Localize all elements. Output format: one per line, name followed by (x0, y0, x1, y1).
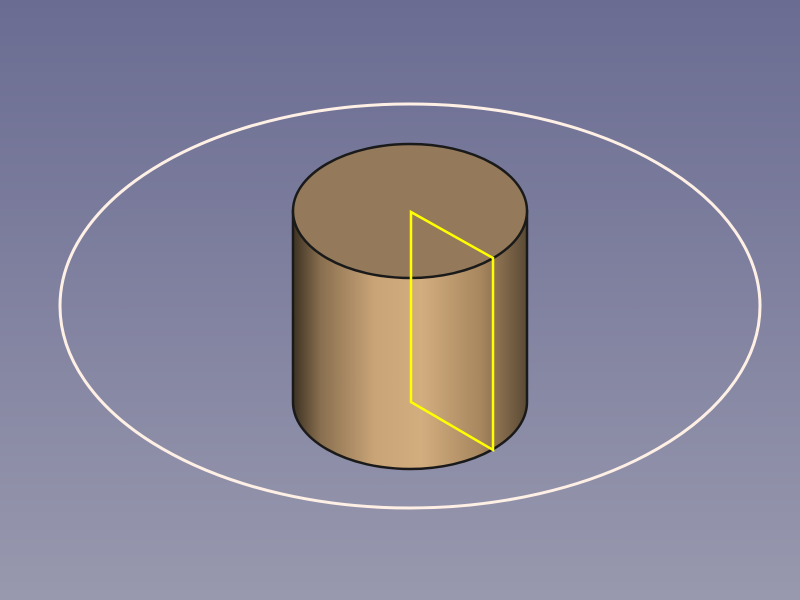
datum-plane[interactable] (409, 209, 495, 453)
circle-sketch (58, 102, 762, 510)
